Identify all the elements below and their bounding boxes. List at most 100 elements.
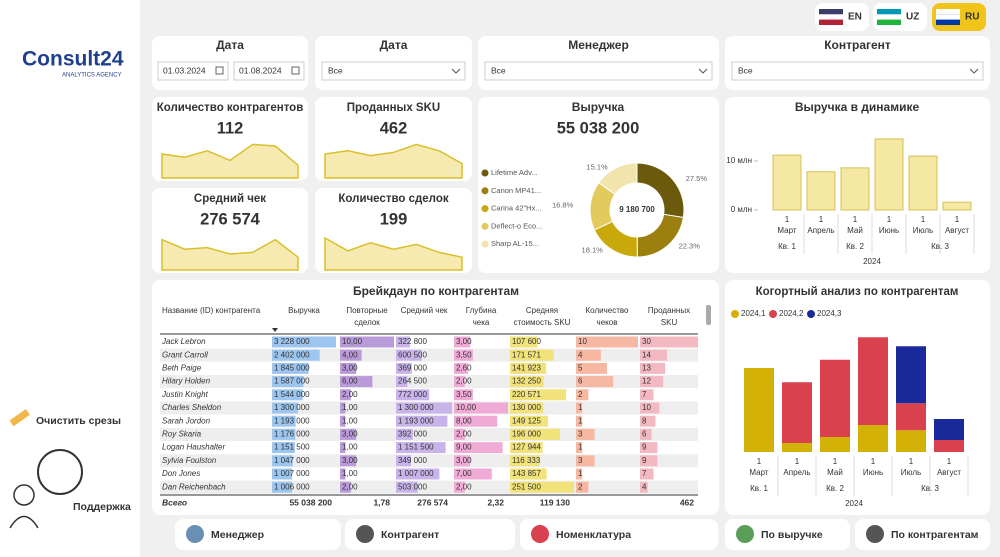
kpi-value: 276 574: [200, 210, 260, 228]
data-bar: [454, 415, 498, 427]
cell: 3,00: [456, 456, 472, 465]
dropdown[interactable]: [484, 61, 713, 81]
data-bar: [510, 468, 547, 480]
data-bar: [454, 468, 492, 480]
nav-button[interactable]: [175, 519, 341, 550]
data-bar: [640, 402, 660, 414]
cell: 4: [578, 350, 583, 359]
nav-button[interactable]: [855, 519, 990, 550]
date-input[interactable]: [157, 61, 229, 81]
nav-button[interactable]: [345, 519, 515, 550]
chart-title: Выручка в динамике: [795, 100, 920, 114]
flag: [936, 14, 960, 20]
data-bar: [454, 428, 465, 440]
cell: 10: [642, 403, 651, 412]
day-label: 1: [909, 457, 914, 466]
date-value: 01.03.2024: [163, 65, 206, 75]
nav-label: По выручке: [761, 529, 823, 541]
cell: 116 333: [512, 456, 541, 465]
data-bar: [396, 389, 430, 401]
nav-icon: [866, 525, 884, 543]
kpi-title: Средний чек: [194, 193, 266, 205]
legend-swatch: [807, 310, 815, 318]
data-bar: [272, 415, 296, 427]
total-cell: 462: [680, 497, 694, 507]
data-bar: [510, 376, 544, 388]
legend-swatch: [481, 169, 489, 177]
scrollbar[interactable]: [706, 305, 711, 325]
quarter-label: Кв. 1: [750, 484, 768, 493]
cell: 1 176 000: [274, 430, 310, 439]
data-bar: [396, 455, 412, 467]
cell: 1 300 000: [274, 403, 310, 412]
cell: 1 544 000: [274, 390, 310, 399]
column-header: Проданных: [648, 306, 690, 315]
row-stripe: [160, 427, 698, 441]
cell: 1 845 000: [274, 364, 310, 373]
data-bar: [396, 442, 446, 454]
nav-button[interactable]: [725, 519, 850, 550]
date-value: 01.08.2024: [239, 65, 282, 75]
data-bar: [272, 389, 303, 401]
total-cell: 55 038 200: [289, 497, 332, 507]
cell: 322 800: [398, 337, 427, 346]
legend-label: Deflect-o Eco...: [491, 221, 542, 230]
support-icon: [37, 449, 83, 495]
column-header: Средний чек: [401, 306, 448, 315]
x-tick-label: Июнь: [863, 468, 883, 477]
filter-title: Контрагент: [824, 38, 891, 52]
bar-segment: [934, 440, 964, 452]
language-label: UZ: [906, 12, 919, 23]
cell: 171 571: [512, 350, 541, 359]
row-name: Charles Sheldon: [162, 403, 222, 412]
cell: 6,00: [342, 377, 358, 386]
column-header: чеков: [597, 318, 618, 327]
data-bar: [272, 481, 292, 493]
quarter-label: Кв. 1: [778, 242, 796, 251]
donut-label: 16.8%: [552, 201, 574, 210]
day-label: 1: [785, 215, 790, 224]
legend-swatch: [731, 310, 739, 318]
cell: 127 944: [512, 443, 541, 452]
cell: 9: [642, 443, 647, 452]
data-bar: [576, 468, 583, 480]
cell: 6: [578, 377, 583, 386]
data-bar: [454, 389, 473, 401]
column-header: Повторные: [346, 306, 388, 315]
cell: 3 228 000: [274, 337, 310, 346]
legend-swatch: [769, 310, 777, 318]
cell: 2: [578, 482, 583, 491]
legend-label: 2024,2: [779, 309, 804, 318]
data-bar: [640, 415, 656, 427]
nav-icon: [531, 525, 549, 543]
cell: 1,00: [342, 443, 358, 452]
dropdown[interactable]: [731, 61, 984, 81]
cell: 3,50: [456, 390, 472, 399]
nav-icon: [356, 525, 374, 543]
day-label: 1: [947, 457, 952, 466]
y-tick-label: 10 млн: [726, 156, 752, 165]
cell: 6: [642, 430, 647, 439]
filter-title: Менеджер: [568, 38, 629, 52]
date-input[interactable]: [233, 61, 305, 81]
data-bar: [340, 402, 346, 414]
data-bar: [576, 349, 601, 361]
y-tick-label: 0 млн: [731, 205, 752, 214]
cell: 1 007 000: [398, 469, 434, 478]
bar-segment: [896, 346, 926, 404]
cell: 2,00: [456, 482, 472, 491]
data-bar: [576, 389, 589, 401]
cell: 14: [642, 350, 651, 359]
total-cell: 119 130: [540, 497, 571, 507]
cell: 9,00: [456, 443, 472, 452]
support-icon: [13, 484, 35, 506]
data-bar: [640, 389, 654, 401]
year-label: 2024: [845, 499, 863, 508]
nav-button[interactable]: [520, 519, 718, 550]
dropdown[interactable]: [321, 61, 466, 81]
dropdown-value: Все: [738, 65, 753, 75]
data-bar: [576, 481, 589, 493]
cell: 1 007 000: [274, 469, 310, 478]
cell: 392 000: [398, 430, 427, 439]
nav-label: Номенклатура: [556, 529, 631, 541]
